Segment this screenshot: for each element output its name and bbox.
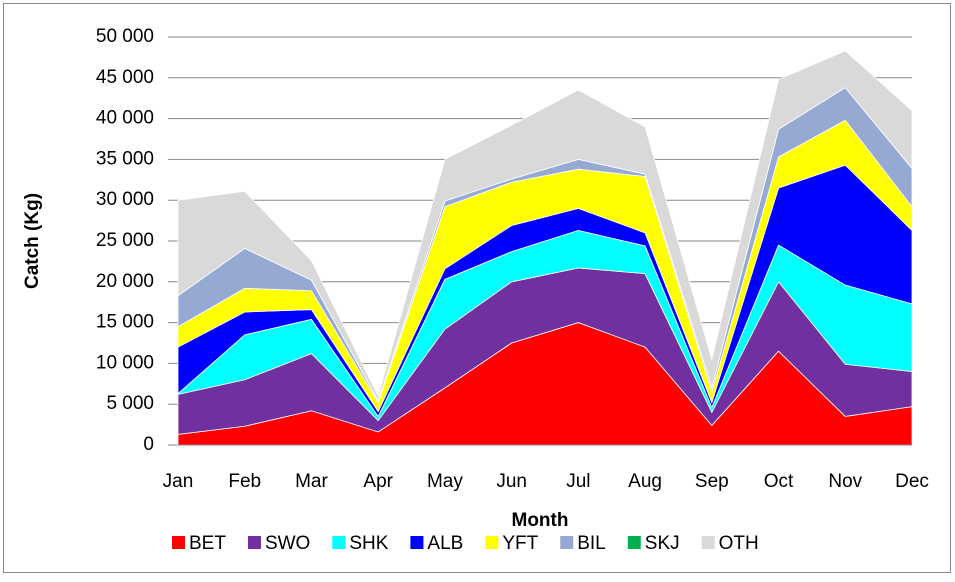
legend-swatch <box>332 536 346 549</box>
x-tick-label: Jun <box>496 471 527 492</box>
legend-swatch <box>701 536 715 549</box>
area <box>177 50 913 402</box>
y-tick-label: 10 000 <box>96 352 154 373</box>
y-tick-label: 35 000 <box>96 148 154 169</box>
legend-label: SKJ <box>645 533 680 554</box>
y-tick-label: 15 000 <box>96 312 154 333</box>
legend-swatch <box>172 536 185 549</box>
y-tick-label: 40 000 <box>96 108 154 129</box>
legend-label: YFT <box>502 533 538 554</box>
y-axis-label: Catch (Kg) <box>22 193 43 289</box>
y-tick-label: 20 000 <box>96 271 154 292</box>
x-tick-label: May <box>427 471 463 492</box>
x-tick-label: Jul <box>566 471 590 492</box>
y-tick-label: 30 000 <box>96 189 154 210</box>
y-tick-label: 50 000 <box>96 26 154 47</box>
x-tick-label: Apr <box>363 471 393 492</box>
legend-label: ALB <box>427 533 463 554</box>
y-tick-label: 0 <box>143 434 154 455</box>
x-tick-label: Oct <box>764 471 794 492</box>
x-tick-label: Jan <box>163 471 194 492</box>
legend-label: OTH <box>719 533 759 554</box>
legend-swatch <box>485 536 499 549</box>
legend-swatch <box>560 536 574 549</box>
y-tick-label: 5 000 <box>106 393 154 414</box>
x-tick-label: Feb <box>228 471 261 492</box>
legend-swatch <box>627 536 641 549</box>
x-tick-label: Sep <box>695 471 729 492</box>
legend-label: BET <box>189 533 226 554</box>
legend-label: BIL <box>577 533 606 554</box>
x-tick-label: Dec <box>895 471 929 492</box>
y-tick-label: 45 000 <box>96 67 154 88</box>
x-tick-label: Aug <box>628 471 662 492</box>
legend-label: SWO <box>265 533 310 554</box>
x-tick-label: Nov <box>828 471 862 492</box>
x-axis-label: Month <box>512 510 569 531</box>
legend-label: SHK <box>349 533 388 554</box>
y-tick-label: 25 000 <box>96 230 154 251</box>
legend-swatch <box>410 536 424 549</box>
x-tick-label: Mar <box>295 471 328 492</box>
legend-swatch <box>247 536 261 549</box>
